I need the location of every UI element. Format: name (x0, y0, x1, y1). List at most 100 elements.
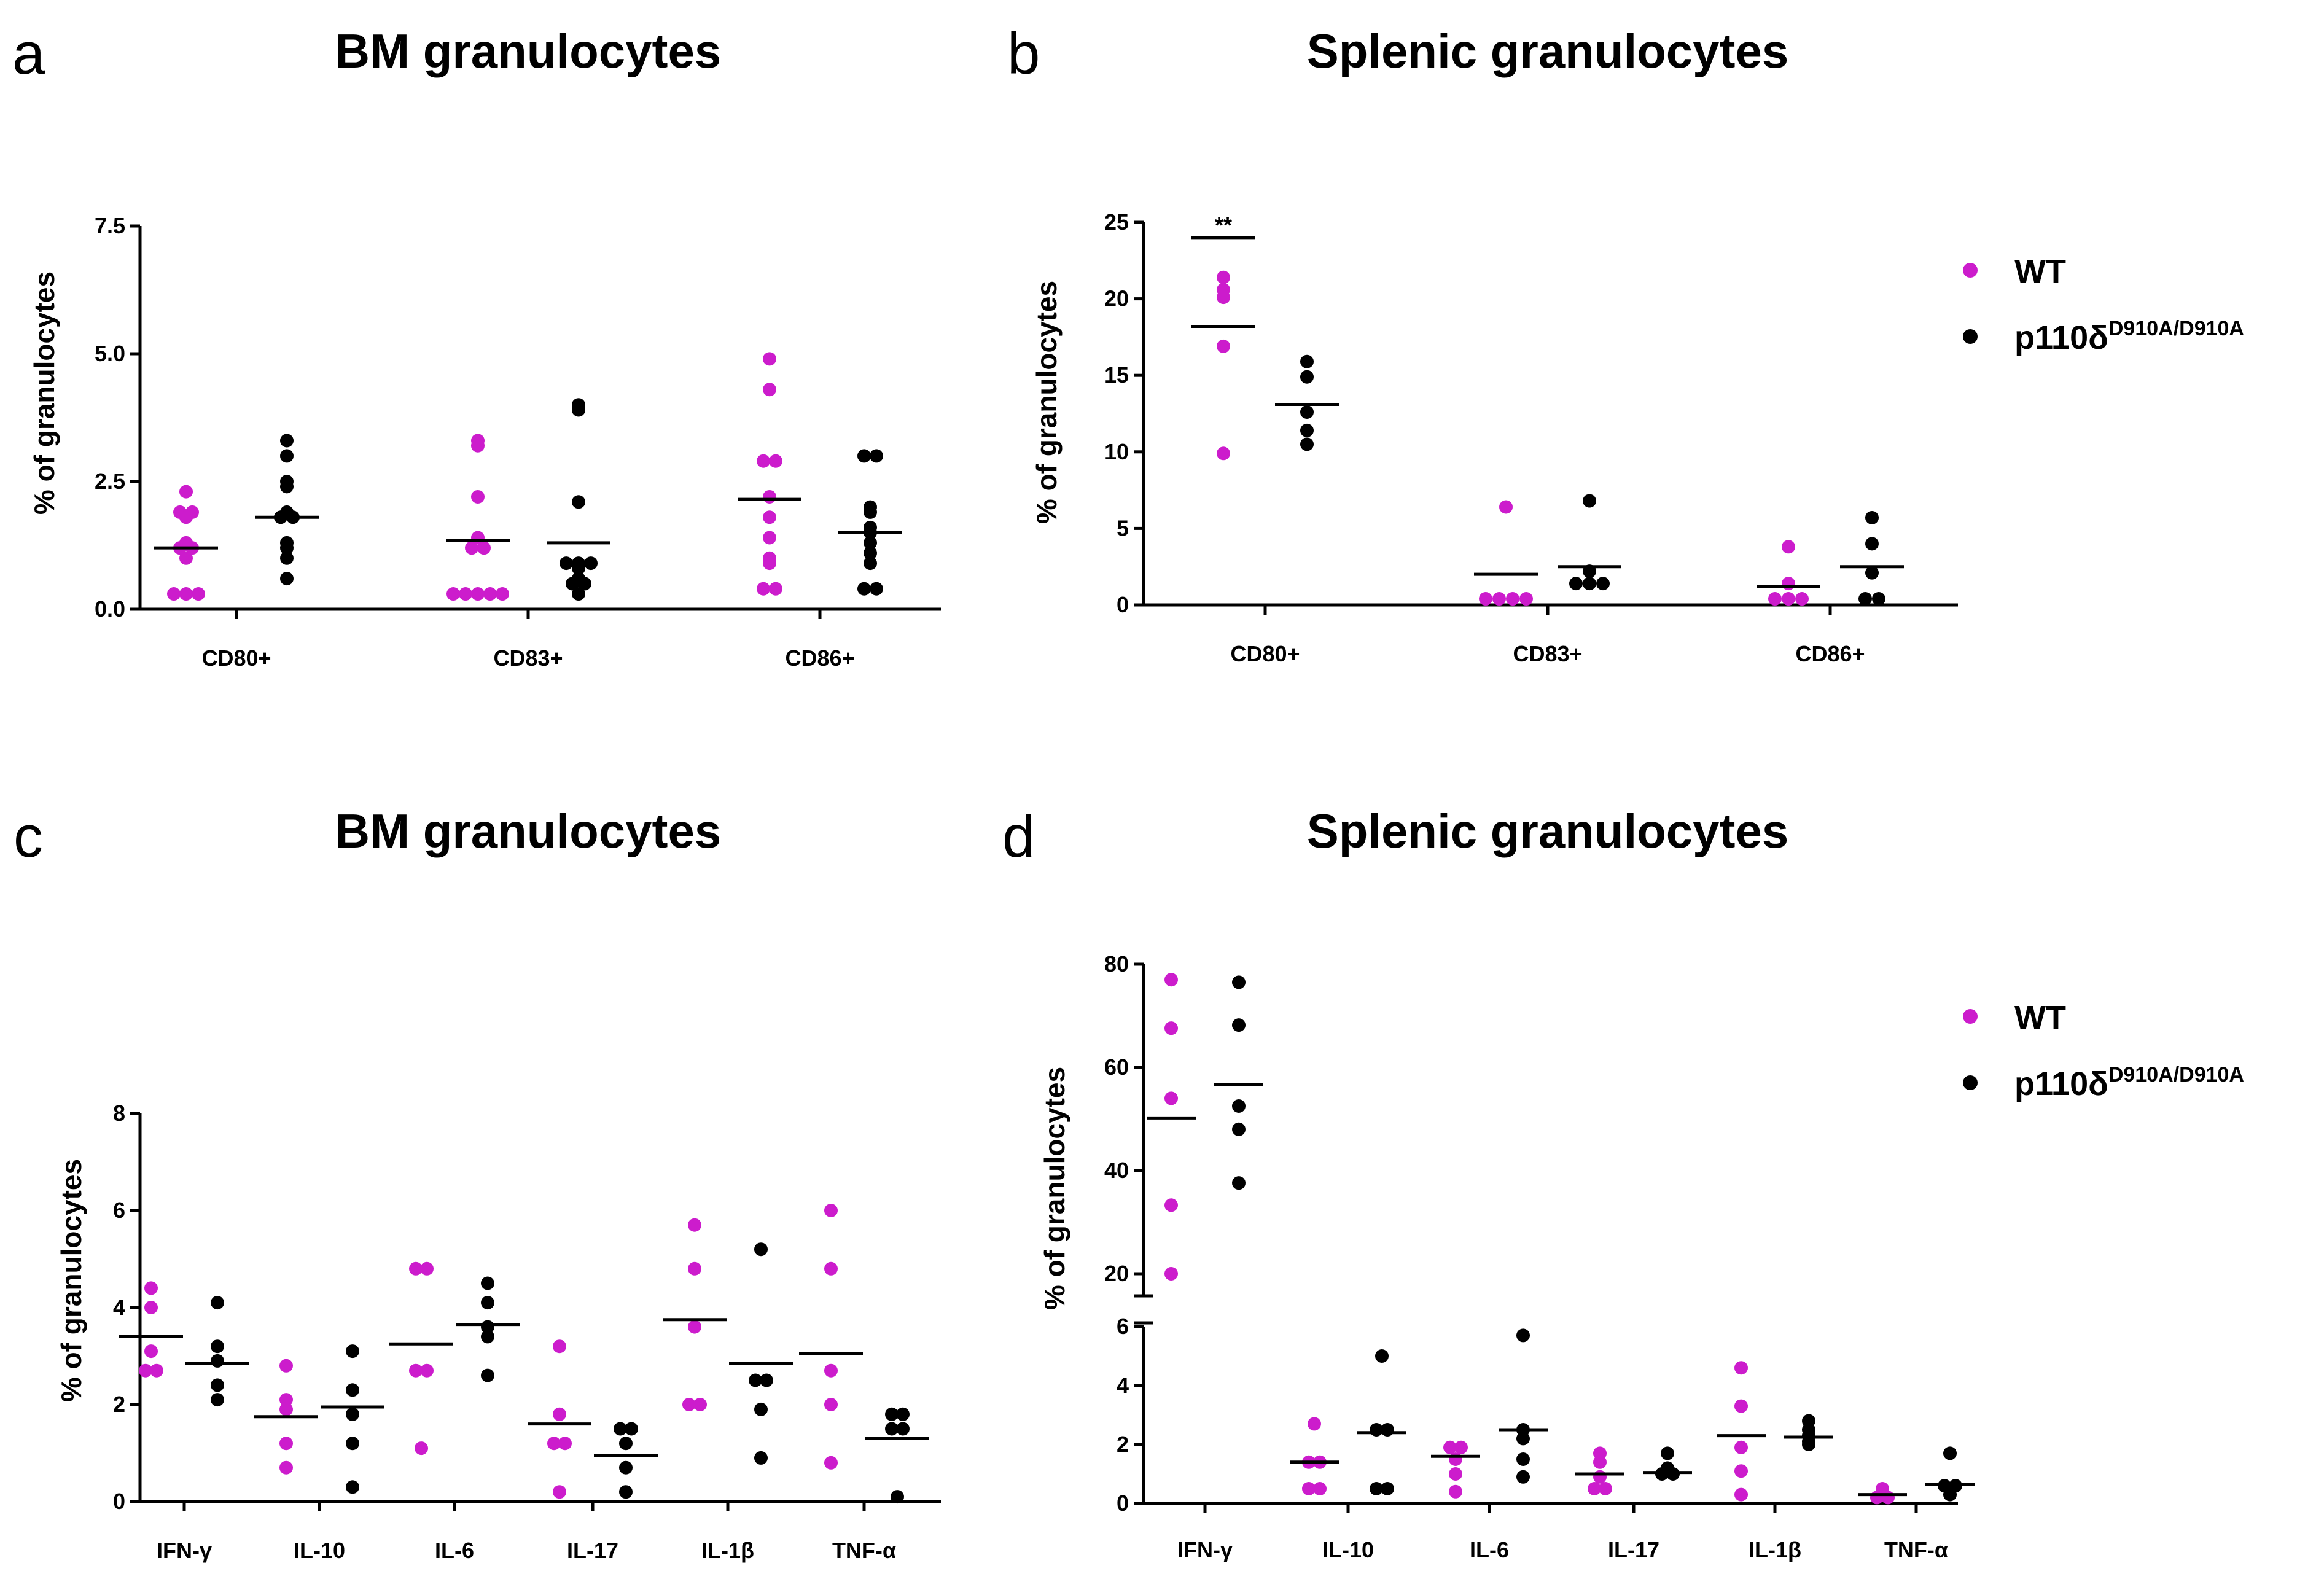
legend-mutant-marker (1963, 329, 1978, 344)
legend-mutant-superscript: D910A/D910A (2108, 317, 2244, 340)
wt-data-point (1217, 290, 1230, 305)
mutant-data-point (754, 1242, 768, 1257)
y-tick-label: 4 (1117, 1373, 1129, 1398)
y-tick-label: 0 (1117, 592, 1129, 617)
wt-data-point (144, 1344, 158, 1359)
y-tick-label: 40 (1104, 1158, 1129, 1183)
mutant-data-point (346, 1407, 359, 1421)
wt-data-point (1499, 500, 1513, 514)
wt-data-point (477, 541, 491, 555)
mutant-data-point (749, 1373, 762, 1387)
y-tick-label: 80 (1104, 951, 1129, 977)
wt-data-point (824, 1261, 838, 1276)
wt-data-point (1492, 592, 1506, 606)
y-tick-label: 6 (1117, 1314, 1129, 1339)
panel-a-y-axis-label: % of granulocytes (28, 271, 60, 515)
wt-data-point (1454, 1440, 1468, 1454)
wt-data-point (1588, 1482, 1601, 1495)
panel-b: b Splenic granulocytes % of granulocytes… (1007, 21, 1958, 666)
mutant-data-point (1300, 437, 1314, 451)
wt-data-point (1782, 577, 1795, 591)
wt-data-point (465, 541, 478, 555)
legend-mutant-label: p110δD910A/D910A (2014, 1063, 2244, 1102)
mutant-data-point (280, 480, 294, 494)
mutant-data-point (280, 572, 294, 586)
wt-data-point (553, 1407, 566, 1421)
mutant-data-point (885, 1407, 899, 1421)
mutant-data-point (560, 556, 573, 571)
wt-data-point (553, 1485, 566, 1499)
mutant-data-point (211, 1393, 224, 1407)
wt-data-point (279, 1359, 293, 1373)
mutant-data-point (1943, 1487, 1957, 1502)
mutant-data-point (211, 1339, 224, 1354)
wt-data-point (471, 489, 485, 504)
mutant-data-point (566, 577, 579, 591)
legend-mutant-name: p110δ (2014, 1066, 2108, 1102)
panel-d-plot: 0 2 4 6 20 40 60 80 IFN-γ IL-10 IL-6 IL-17 IL-1β TNF-… (1104, 951, 1975, 1562)
wt-data-point (1313, 1482, 1327, 1495)
x-tick-label: IL-17 (567, 1538, 618, 1563)
y-tick-label: 2.5 (95, 469, 125, 494)
mutant-data-point (754, 1402, 768, 1416)
panel-letter-b: b (1007, 21, 1040, 87)
panel-d-y-axis-label: % of granulocytes (1039, 1067, 1070, 1310)
wt-data-point (553, 1339, 566, 1354)
mutant-data-point (1300, 405, 1314, 419)
mutant-data-point (1583, 494, 1596, 508)
mutant-data-point (885, 1422, 899, 1436)
legend-bottom: WT p110δD910A/D910A (1963, 999, 2244, 1102)
mutant-data-point (1661, 1446, 1674, 1460)
mutant-data-point (1802, 1438, 1815, 1451)
mutant-data-point (1583, 577, 1596, 591)
mutant-data-point (619, 1485, 633, 1499)
mutant-data-point (1300, 370, 1314, 384)
wt-data-point (420, 1363, 434, 1378)
wt-data-point (179, 551, 193, 565)
wt-data-point (179, 485, 193, 499)
wt-data-point (1443, 1440, 1457, 1454)
mutant-data-point (211, 1378, 224, 1392)
y-tick-label: 20 (1104, 286, 1129, 311)
wt-data-point (1519, 592, 1533, 606)
legend-wt-label: WT (2014, 999, 2066, 1036)
mutant-data-point (870, 449, 883, 463)
mutant-data-point (1232, 1018, 1246, 1032)
y-tick-label: 10 (1104, 439, 1129, 464)
mutant-data-point (346, 1383, 359, 1397)
mutant-data-point (896, 1407, 910, 1421)
mutant-data-point (1596, 577, 1610, 591)
x-tick-label: IL-6 (435, 1538, 474, 1563)
mutant-data-point (864, 505, 877, 519)
wt-data-point (1308, 1417, 1321, 1431)
mutant-data-point (1370, 1482, 1383, 1495)
mutant-data-point (754, 1451, 768, 1465)
wt-data-point (1302, 1482, 1316, 1495)
wt-data-point (1782, 540, 1795, 554)
y-tick-label: 15 (1104, 362, 1129, 388)
y-tick-label: 2 (1117, 1432, 1129, 1457)
x-tick-label: IFN-γ (157, 1538, 212, 1563)
y-tick-label: 7.5 (95, 213, 125, 238)
mutant-data-point (1943, 1446, 1957, 1460)
wt-data-point (144, 1301, 158, 1314)
panel-letter-c: c (14, 804, 43, 870)
wt-data-point (1881, 1491, 1895, 1505)
wt-data-point (179, 587, 193, 601)
wt-data-point (409, 1261, 423, 1276)
wt-data-point (1164, 1021, 1178, 1035)
wt-data-point (1164, 1091, 1178, 1105)
mutant-data-point (280, 449, 294, 463)
panel-a-title: BM granulocytes (335, 24, 721, 78)
mutant-data-point (614, 1422, 627, 1436)
y-tick-label: 6 (113, 1198, 125, 1223)
wt-data-point (1217, 270, 1230, 284)
mutant-data-point (625, 1422, 638, 1436)
wt-data-point (483, 587, 497, 601)
wt-data-point (763, 383, 776, 397)
y-tick-label: 60 (1104, 1054, 1129, 1080)
mutant-data-point (1381, 1423, 1394, 1437)
panel-c: c BM granulocytes % of granulocytes 0 2 4 6… (14, 804, 941, 1563)
y-tick-label: 0 (1117, 1491, 1129, 1516)
wt-data-point (688, 1320, 701, 1334)
